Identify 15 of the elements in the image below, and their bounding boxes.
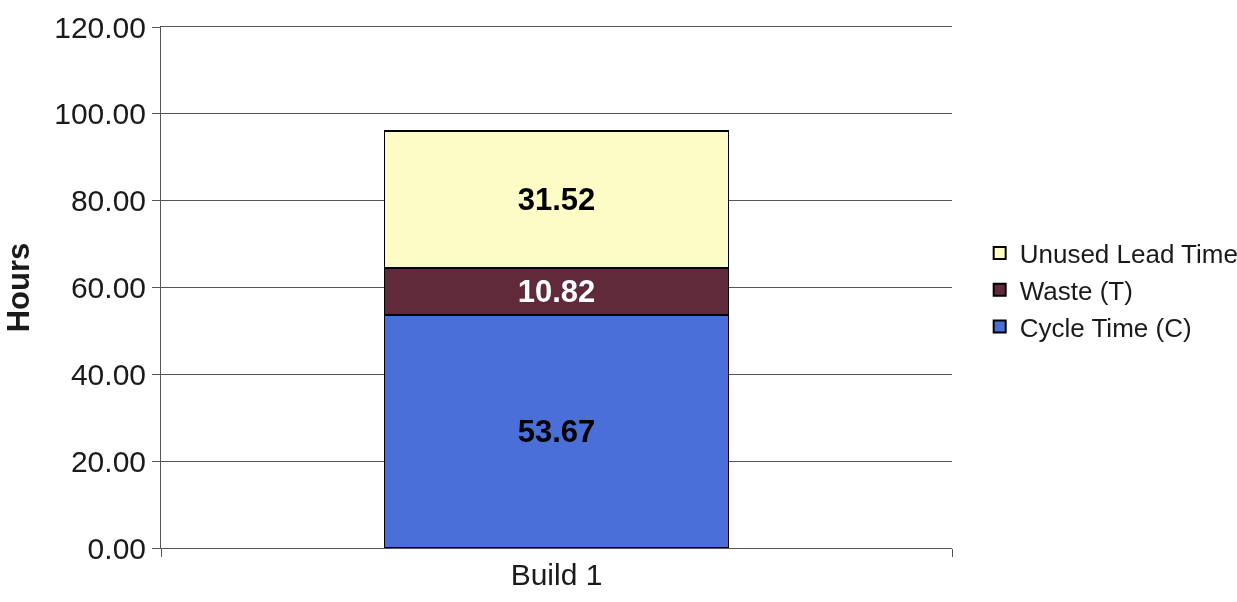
x-tick-label: Build 1 (510, 558, 603, 591)
data-label: 31.52 (517, 182, 596, 218)
y-tick-label: 120.00 (54, 10, 146, 44)
legend-label: Waste (T) (1019, 275, 1133, 306)
y-tick-label: 40.00 (70, 357, 146, 391)
data-label: 53.67 (517, 413, 596, 449)
y-axis-title: Hours (0, 242, 36, 333)
data-label: 10.82 (517, 273, 596, 309)
legend-label: Cycle Time (C) (1019, 312, 1192, 343)
y-tick-label: 0.00 (87, 531, 146, 565)
y-tick-label: 100.00 (54, 97, 146, 131)
y-tick-label: 60.00 (70, 271, 146, 304)
y-tick-label: 20.00 (70, 444, 146, 478)
legend-label: Unused Lead Time (1019, 239, 1237, 270)
y-tick-label: 80.00 (70, 184, 146, 218)
